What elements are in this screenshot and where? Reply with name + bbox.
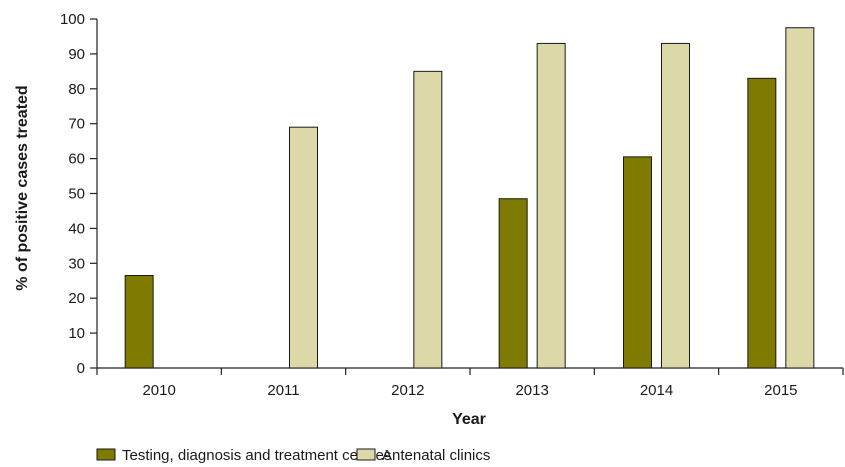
x-tick-label: 2012 [391, 382, 424, 399]
bar-testing-centres [623, 156, 652, 369]
x-tick-label: 2010 [142, 382, 175, 399]
bar-antenatal-clinics [661, 42, 690, 369]
y-axis-title: % of positive cases treated [14, 85, 31, 290]
legend-label: Testing, diagnosis and treatment centres [122, 447, 391, 464]
y-tick-label: 10 [68, 325, 85, 342]
legend-item-testing-centres: Testing, diagnosis and treatment centres [96, 447, 391, 464]
x-axis: 2010 2011 2012 2013 2014 2015 [96, 367, 844, 399]
legend-swatch [96, 448, 116, 461]
x-tick-label: 2013 [515, 382, 548, 399]
legend-item-antenatal-clinics: Antenatal clinics [356, 447, 490, 464]
bar-antenatal-clinics [289, 126, 318, 369]
y-tick-label: 60 [68, 151, 85, 168]
bar-testing-centres [747, 77, 777, 369]
bars [124, 27, 815, 369]
x-tick-label: 2014 [640, 382, 673, 399]
y-tick-label: 30 [68, 255, 85, 272]
legend-label: Antenatal clinics [382, 447, 490, 464]
y-tick-label: 80 [68, 81, 85, 98]
x-axis-title: Year [452, 411, 486, 428]
x-tick-label: 2015 [764, 382, 797, 399]
bar-testing-centres [498, 198, 528, 369]
x-tick-label: 2011 [267, 382, 299, 399]
y-tick-label: 50 [68, 186, 85, 203]
y-tick-label: 70 [68, 116, 85, 133]
bar-antenatal-clinics [536, 42, 566, 369]
y-tick-label: 20 [68, 290, 85, 307]
y-tick-label: 40 [68, 220, 85, 237]
y-tick-label: 0 [77, 360, 85, 377]
y-tick-label: 100 [60, 11, 85, 28]
legend: Testing, diagnosis and treatment centres… [96, 447, 490, 464]
bar-antenatal-clinics [413, 70, 443, 369]
bar-testing-centres [124, 275, 154, 369]
y-axis: 0 10 20 30 40 50 60 70 80 90 100 [60, 11, 98, 377]
legend-swatch [356, 448, 376, 461]
y-tick-label: 90 [68, 46, 85, 63]
bar-antenatal-clinics [785, 27, 815, 369]
